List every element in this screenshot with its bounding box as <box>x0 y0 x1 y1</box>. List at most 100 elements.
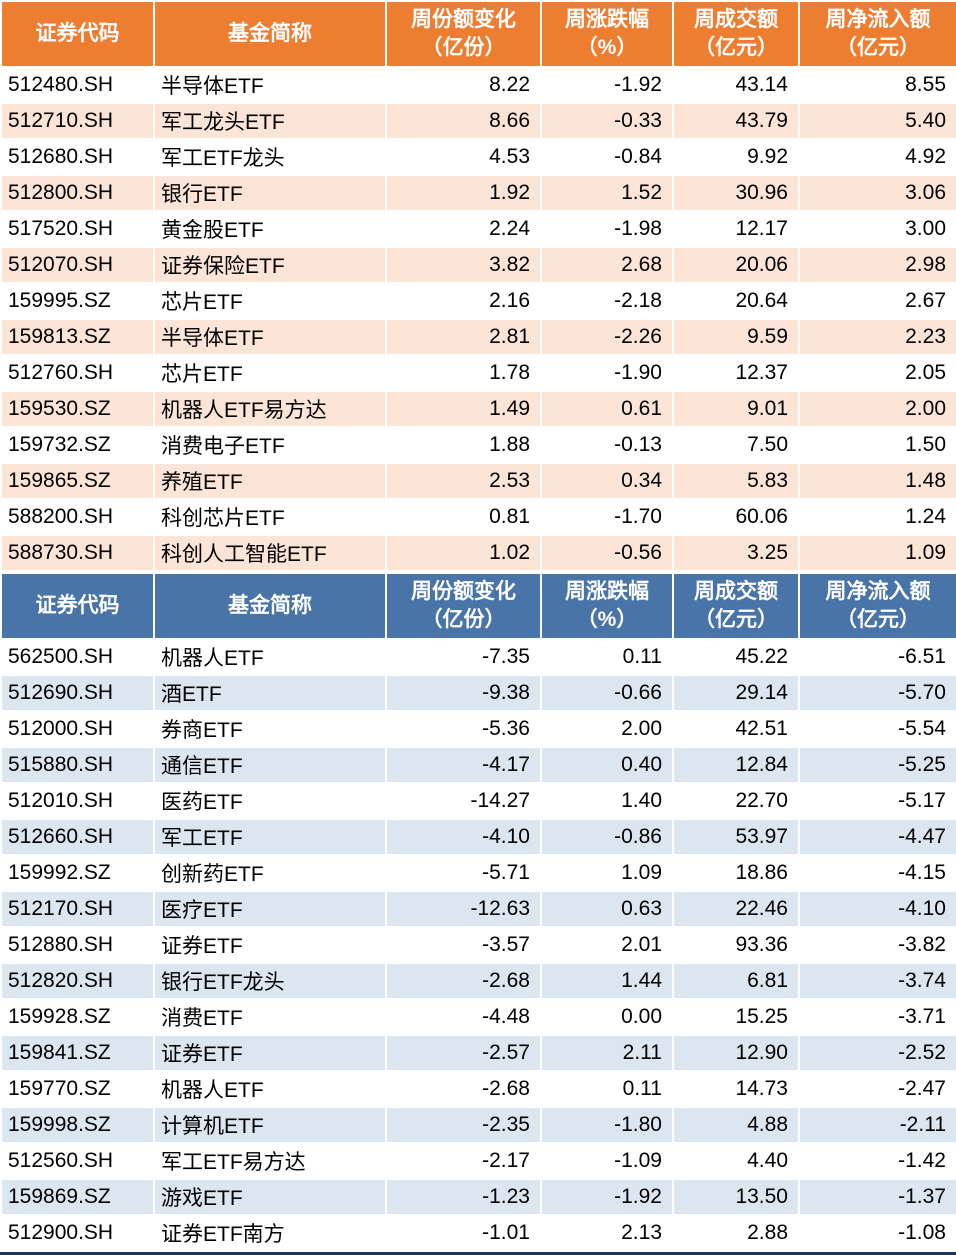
turnover-cell: 9.01 <box>672 390 800 428</box>
net-flow-cell: -5.54 <box>798 710 956 748</box>
share-change-cell: 2.24 <box>385 210 542 248</box>
net-flow-cell: 1.09 <box>798 534 956 572</box>
pct-change-cell: 1.52 <box>540 174 674 212</box>
turnover-cell: 2.88 <box>672 1214 800 1252</box>
column-header-label: 周净流入额 <box>825 7 931 31</box>
pct-change-cell: -1.92 <box>540 66 674 104</box>
column-header: 周涨跌幅 （%） <box>540 572 674 640</box>
share-change-cell: 8.22 <box>385 66 542 104</box>
net-flow-cell: 1.24 <box>798 498 956 536</box>
turnover-cell: 43.14 <box>672 66 800 104</box>
column-header-label: 周涨跌幅 <box>565 579 649 603</box>
fund-name-cell: 机器人ETF易方达 <box>153 390 387 428</box>
turnover-cell: 93.36 <box>672 926 800 964</box>
inflow-table: 证券代码 基金简称 周份额变化 （亿份） 周涨跌幅 （%） 周成交额 （亿元） 周净流入额 （亿元… <box>0 0 956 572</box>
pct-change-cell: 2.68 <box>540 246 674 284</box>
net-flow-cell: -1.08 <box>798 1214 956 1252</box>
column-header-label: 周份额变化 <box>411 7 516 31</box>
share-change-cell: 1.88 <box>385 426 542 464</box>
turnover-cell: 4.88 <box>672 1106 800 1144</box>
turnover-cell: 20.64 <box>672 282 800 320</box>
pct-change-cell: -1.80 <box>540 1106 674 1144</box>
table-row: 512170.SH 医疗ETF -12.63 0.63 22.46 -4.10 <box>0 890 956 928</box>
fund-name-cell: 医药ETF <box>153 782 387 820</box>
code-cell: 515880.SH <box>0 746 155 784</box>
code-cell: 517520.SH <box>0 210 155 248</box>
column-header-unit: （%） <box>576 36 638 59</box>
fund-name-cell: 券商ETF <box>153 710 387 748</box>
code-cell: 159869.SZ <box>0 1178 155 1216</box>
turnover-cell: 29.14 <box>672 674 800 712</box>
fund-name-cell: 医疗ETF <box>153 890 387 928</box>
pct-change-cell: -1.09 <box>540 1142 674 1180</box>
fund-name-cell: 酒ETF <box>153 674 387 712</box>
pct-change-cell: -0.13 <box>540 426 674 464</box>
pct-change-cell: -2.18 <box>540 282 674 320</box>
column-header: 周净流入额 （亿元） <box>798 0 956 68</box>
code-cell: 512760.SH <box>0 354 155 392</box>
fund-name-cell: 银行ETF <box>153 174 387 212</box>
turnover-cell: 53.97 <box>672 818 800 856</box>
turnover-cell: 9.59 <box>672 318 800 356</box>
column-header-label: 证券代码 <box>35 593 120 617</box>
net-flow-cell: 5.40 <box>798 102 956 140</box>
column-header-unit: （亿份） <box>421 36 506 59</box>
share-change-cell: -2.35 <box>385 1106 542 1144</box>
net-flow-cell: -1.42 <box>798 1142 956 1180</box>
pct-change-cell: -0.66 <box>540 674 674 712</box>
table-row: 588200.SH 科创芯片ETF 0.81 -1.70 60.06 1.24 <box>0 498 956 536</box>
net-flow-cell: 2.67 <box>798 282 956 320</box>
turnover-cell: 20.06 <box>672 246 800 284</box>
net-flow-cell: -2.11 <box>798 1106 956 1144</box>
table-row: 159995.SZ 芯片ETF 2.16 -2.18 20.64 2.67 <box>0 282 956 320</box>
pct-change-cell: 0.11 <box>540 638 674 676</box>
fund-name-cell: 军工ETF <box>153 818 387 856</box>
code-cell: 159865.SZ <box>0 462 155 500</box>
column-header: 周成交额 （亿元） <box>672 0 800 68</box>
fund-name-cell: 军工龙头ETF <box>153 102 387 140</box>
share-change-cell: -4.10 <box>385 818 542 856</box>
table-row: 512900.SH 证券ETF南方 -1.01 2.13 2.88 -1.08 <box>0 1214 956 1252</box>
table-row: 159992.SZ 创新药ETF -5.71 1.09 18.86 -4.15 <box>0 854 956 892</box>
net-flow-cell: 1.50 <box>798 426 956 464</box>
table-row: 512660.SH 军工ETF -4.10 -0.86 53.97 -4.47 <box>0 818 956 856</box>
code-cell: 512480.SH <box>0 66 155 104</box>
column-header-label: 周涨跌幅 <box>565 7 649 31</box>
turnover-cell: 4.40 <box>672 1142 800 1180</box>
fund-name-cell: 游戏ETF <box>153 1178 387 1216</box>
pct-change-cell: 0.61 <box>540 390 674 428</box>
turnover-cell: 6.81 <box>672 962 800 1000</box>
net-flow-cell: 2.00 <box>798 390 956 428</box>
code-cell: 159995.SZ <box>0 282 155 320</box>
table-row: 512070.SH 证券保险ETF 3.82 2.68 20.06 2.98 <box>0 246 956 284</box>
turnover-cell: 12.37 <box>672 354 800 392</box>
share-change-cell: -9.38 <box>385 674 542 712</box>
net-flow-cell: -5.17 <box>798 782 956 820</box>
share-change-cell: -14.27 <box>385 782 542 820</box>
pct-change-cell: 1.09 <box>540 854 674 892</box>
fund-name-cell: 计算机ETF <box>153 1106 387 1144</box>
share-change-cell: -5.71 <box>385 854 542 892</box>
table-row: 512000.SH 券商ETF -5.36 2.00 42.51 -5.54 <box>0 710 956 748</box>
table-row: 512880.SH 证券ETF -3.57 2.01 93.36 -3.82 <box>0 926 956 964</box>
code-cell: 159998.SZ <box>0 1106 155 1144</box>
header-row: 证券代码 基金简称 周份额变化 （亿份） 周涨跌幅 （%） 周成交额 （亿元） 周净流入额 （亿元… <box>0 0 956 68</box>
net-flow-cell: 3.06 <box>798 174 956 212</box>
net-flow-cell: -5.70 <box>798 674 956 712</box>
share-change-cell: 2.81 <box>385 318 542 356</box>
fund-name-cell: 机器人ETF <box>153 638 387 676</box>
column-header-label: 基金简称 <box>228 593 312 617</box>
net-flow-cell: -3.71 <box>798 998 956 1036</box>
code-cell: 512170.SH <box>0 890 155 928</box>
table-row: 517520.SH 黄金股ETF 2.24 -1.98 12.17 3.00 <box>0 210 956 248</box>
fund-name-cell: 半导体ETF <box>153 66 387 104</box>
fund-name-cell: 证券ETF南方 <box>153 1214 387 1252</box>
column-header: 基金简称 <box>153 0 387 68</box>
turnover-cell: 43.79 <box>672 102 800 140</box>
turnover-cell: 42.51 <box>672 710 800 748</box>
code-cell: 512690.SH <box>0 674 155 712</box>
column-header-unit: （亿元） <box>694 36 778 59</box>
share-change-cell: -2.17 <box>385 1142 542 1180</box>
table-row: 512710.SH 军工龙头ETF 8.66 -0.33 43.79 5.40 <box>0 102 956 140</box>
